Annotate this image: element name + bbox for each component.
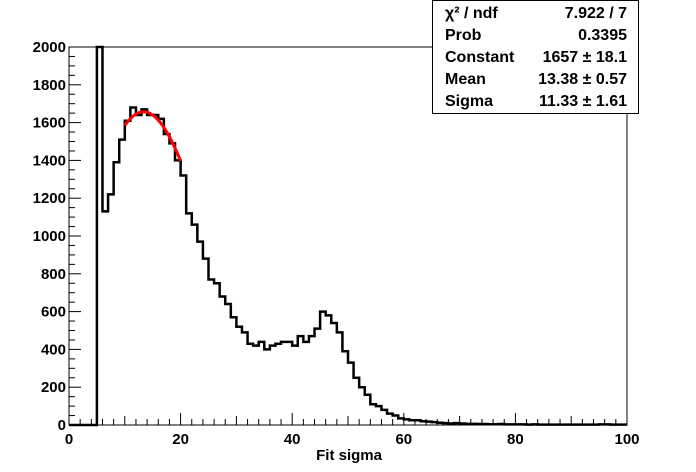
stats-label: Prob — [445, 27, 482, 44]
y-axis-tick-labels: 0 200 400 600 800 1000 1200 1400 1600 1800 2000 — [33, 39, 66, 434]
stats-label: Sigma — [445, 93, 494, 110]
x-axis-ticks — [68, 413, 628, 425]
stats-row: χ² / ndf 7.922 / 7 — [433, 3, 638, 25]
x-tick-label: 20 — [172, 431, 189, 448]
x-axis-tick-labels: 0 20 40 60 80 100 — [65, 431, 640, 448]
stats-value: 11.33 ± 1.61 — [539, 93, 627, 110]
stats-value: 13.38 ± 0.57 — [538, 71, 627, 88]
stats-row: Constant 1657 ± 18.1 — [433, 47, 638, 69]
stats-value: 1657 ± 18.1 — [542, 49, 627, 66]
x-tick-label: 0 — [65, 431, 73, 448]
stats-row: Sigma 11.33 ± 1.61 — [433, 91, 638, 113]
stats-label: Constant — [445, 49, 515, 66]
stats-row: Prob 0.3395 — [433, 25, 638, 47]
x-axis-title: Fit sigma — [316, 447, 383, 464]
y-tick-label: 400 — [41, 341, 66, 358]
y-tick-label: 2000 — [33, 39, 66, 56]
stats-row: Mean 13.38 ± 0.57 — [433, 69, 638, 91]
x-tick-label: 100 — [614, 431, 639, 448]
y-tick-label: 1200 — [33, 190, 66, 207]
y-tick-label: 800 — [41, 266, 66, 283]
y-tick-label: 1000 — [33, 228, 66, 245]
y-tick-label: 1600 — [33, 115, 66, 132]
y-axis-ticks — [69, 46, 81, 426]
y-tick-label: 600 — [41, 304, 66, 321]
stats-value: 0.3395 — [578, 27, 627, 44]
x-tick-label: 40 — [284, 431, 301, 448]
plot-frame — [68, 46, 628, 426]
stats-value: 7.922 / 7 — [564, 5, 627, 22]
x-tick-label: 60 — [395, 431, 412, 448]
y-tick-label: 1800 — [33, 77, 66, 94]
fit-statistics-box: χ² / ndf 7.922 / 7 Prob 0.3395 Constant 1657 … — [432, 0, 639, 114]
stats-label: Mean — [445, 71, 486, 88]
stats-label: χ² / ndf — [445, 5, 498, 22]
x-tick-label: 80 — [507, 431, 524, 448]
gaussian-fit-curve — [123, 110, 182, 162]
y-tick-label: 200 — [41, 379, 66, 396]
y-tick-label: 1400 — [33, 152, 66, 169]
y-tick-label: 0 — [58, 417, 66, 434]
